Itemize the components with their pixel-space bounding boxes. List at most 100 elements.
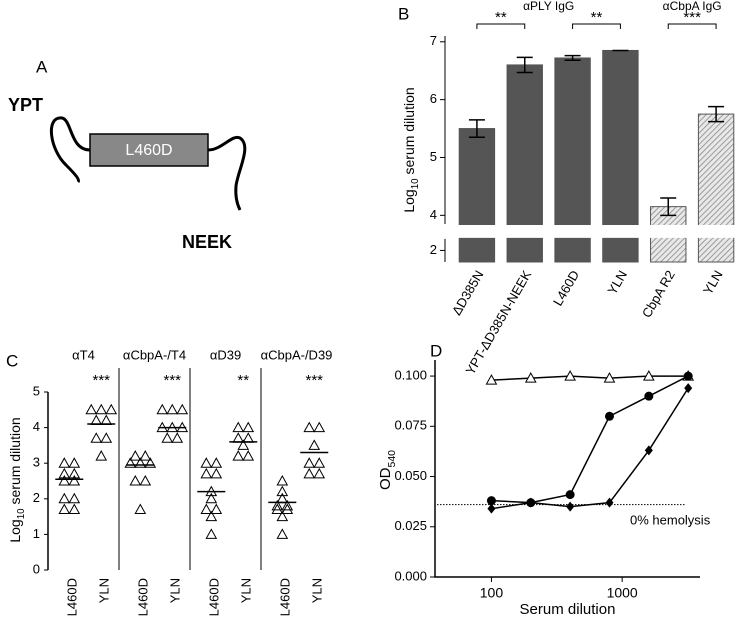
x-tick-label: 100 xyxy=(480,585,504,601)
axis-title-part: Log xyxy=(7,519,23,542)
x-tick-label: YLN xyxy=(700,268,726,297)
data-point xyxy=(276,474,289,486)
data-point xyxy=(68,474,81,486)
data-point xyxy=(232,421,245,433)
x-tick-label: 1000 xyxy=(607,585,638,601)
data-point xyxy=(139,450,152,461)
significance-label: *** xyxy=(305,372,323,389)
group-label: αCbpA-/D39 xyxy=(261,347,333,362)
data-point xyxy=(68,503,81,514)
axis-title-part: OD xyxy=(377,467,394,490)
data-point xyxy=(237,439,250,450)
data-point xyxy=(161,432,174,443)
data-point xyxy=(90,414,103,425)
data-point xyxy=(276,528,289,539)
data-point xyxy=(210,503,223,514)
marker xyxy=(684,383,693,394)
data-point xyxy=(232,432,245,443)
data-point xyxy=(95,450,108,461)
data-point xyxy=(313,421,326,433)
y-tick-label: 5 xyxy=(33,383,40,398)
group-label: αT4 xyxy=(72,347,95,362)
significance-label: *** xyxy=(683,9,701,26)
axis-title: Serum dilution xyxy=(520,601,616,618)
marker xyxy=(524,372,537,383)
axis-title: Log10 serum dilution xyxy=(401,87,421,212)
y-tick-label: 4 xyxy=(430,207,437,222)
significance-label: *** xyxy=(163,372,181,389)
group-label: αPLY IgG xyxy=(523,0,574,13)
axis-title-part: serum dilution xyxy=(401,87,417,178)
error-bar xyxy=(708,105,725,123)
marker xyxy=(487,503,496,514)
panel-label: D xyxy=(430,341,442,360)
y-tick-label: 4 xyxy=(33,419,40,434)
marker xyxy=(486,496,496,506)
diagram: A L460D YPT NEEK xyxy=(8,57,247,252)
series-line xyxy=(491,387,689,510)
marker xyxy=(644,445,653,456)
y-tick-label: 0.050 xyxy=(394,468,427,483)
significance-label: ** xyxy=(495,9,507,26)
data-point xyxy=(58,457,71,468)
data-point xyxy=(276,510,289,522)
y-tick-label: 6 xyxy=(430,91,437,106)
data-point xyxy=(232,450,245,461)
data-point xyxy=(200,467,213,479)
data-point xyxy=(58,492,71,504)
x-tick-label: ΔD385N xyxy=(449,268,487,318)
data-point xyxy=(58,503,71,514)
data-point xyxy=(176,403,189,415)
significance-label: ** xyxy=(237,372,249,389)
group-label: αCbpA-/T4 xyxy=(123,347,186,362)
significance-label: ** xyxy=(591,9,603,26)
data-point xyxy=(303,421,316,433)
marker xyxy=(565,490,575,500)
significance-label: *** xyxy=(92,372,110,389)
significance-bracket xyxy=(572,23,621,29)
data-point xyxy=(200,503,213,514)
box-label: L460D xyxy=(125,142,172,159)
group-label: αD39 xyxy=(210,347,241,362)
data-point xyxy=(171,432,184,443)
series-line xyxy=(491,375,689,381)
significance-bracket xyxy=(476,23,526,29)
data-point xyxy=(276,485,289,497)
data-point xyxy=(95,403,108,415)
group-label: αCbpA IgG xyxy=(663,0,722,13)
data-point xyxy=(210,457,223,468)
data-point xyxy=(303,467,316,479)
y-tick-label: 2 xyxy=(430,242,437,257)
marker xyxy=(526,497,535,508)
panel-label: A xyxy=(36,57,48,76)
data-point xyxy=(85,403,98,415)
x-tick-label: L460D xyxy=(136,578,151,616)
panel-label: C xyxy=(6,351,18,370)
data-point xyxy=(276,492,289,504)
x-tick-label: CbpA R2 xyxy=(639,268,678,321)
y-tick-label: 0.075 xyxy=(394,418,427,433)
marker xyxy=(564,370,576,381)
marker xyxy=(485,374,498,385)
marker xyxy=(604,411,614,421)
data-point xyxy=(303,457,316,468)
axis-title-part: serum dilution xyxy=(7,417,23,508)
axis-title-part: Log xyxy=(401,189,417,212)
data-point xyxy=(58,474,71,486)
data-point xyxy=(281,503,294,514)
y-tick-label: 3 xyxy=(33,455,40,470)
y-tick-label: 0.025 xyxy=(394,518,427,533)
error-bar xyxy=(516,56,533,74)
marker xyxy=(603,372,616,383)
error-bar xyxy=(660,197,677,217)
axis-title-part: 10 xyxy=(16,508,27,519)
x-tick-label: YLN xyxy=(310,578,325,603)
marker xyxy=(605,497,614,508)
y-tick-label: 1 xyxy=(33,526,40,541)
data-point xyxy=(271,499,284,511)
data-point xyxy=(144,457,157,468)
data-point xyxy=(58,467,71,479)
data-point xyxy=(205,528,218,539)
data-point xyxy=(134,457,147,468)
data-point xyxy=(134,503,147,514)
